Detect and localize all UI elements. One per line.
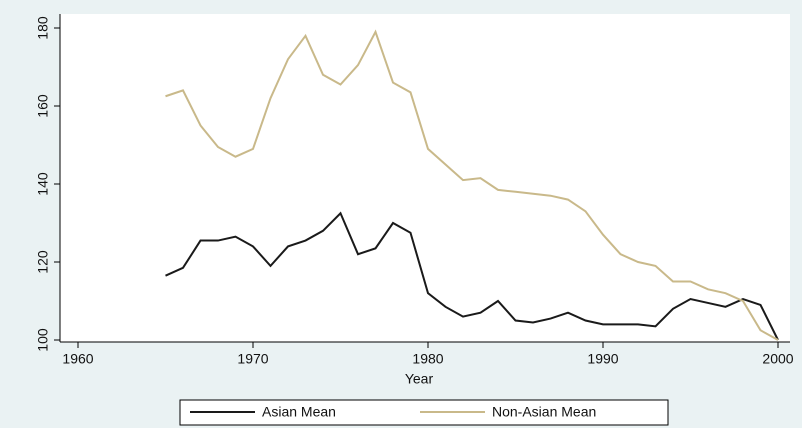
x-axis-label: Year	[405, 371, 434, 387]
line-series	[165, 211, 779, 341]
y-tick-label: 140	[35, 172, 51, 196]
legend-label: Asian Mean	[262, 404, 336, 420]
x-tick-label: 1980	[412, 351, 443, 367]
y-tick-label: 100	[35, 328, 51, 352]
legend-label: Non-Asian Mean	[492, 404, 596, 420]
y-tick-label: 120	[35, 250, 51, 274]
y-tick-label: 160	[35, 94, 51, 118]
line-series	[165, 29, 779, 341]
x-tick-label: 1960	[62, 351, 93, 367]
x-tick-label: 1970	[237, 351, 268, 367]
plot-area	[60, 14, 790, 342]
x-tick-label: 2000	[762, 351, 793, 367]
x-tick-label: 1990	[587, 351, 618, 367]
y-tick-label: 180	[35, 16, 51, 40]
